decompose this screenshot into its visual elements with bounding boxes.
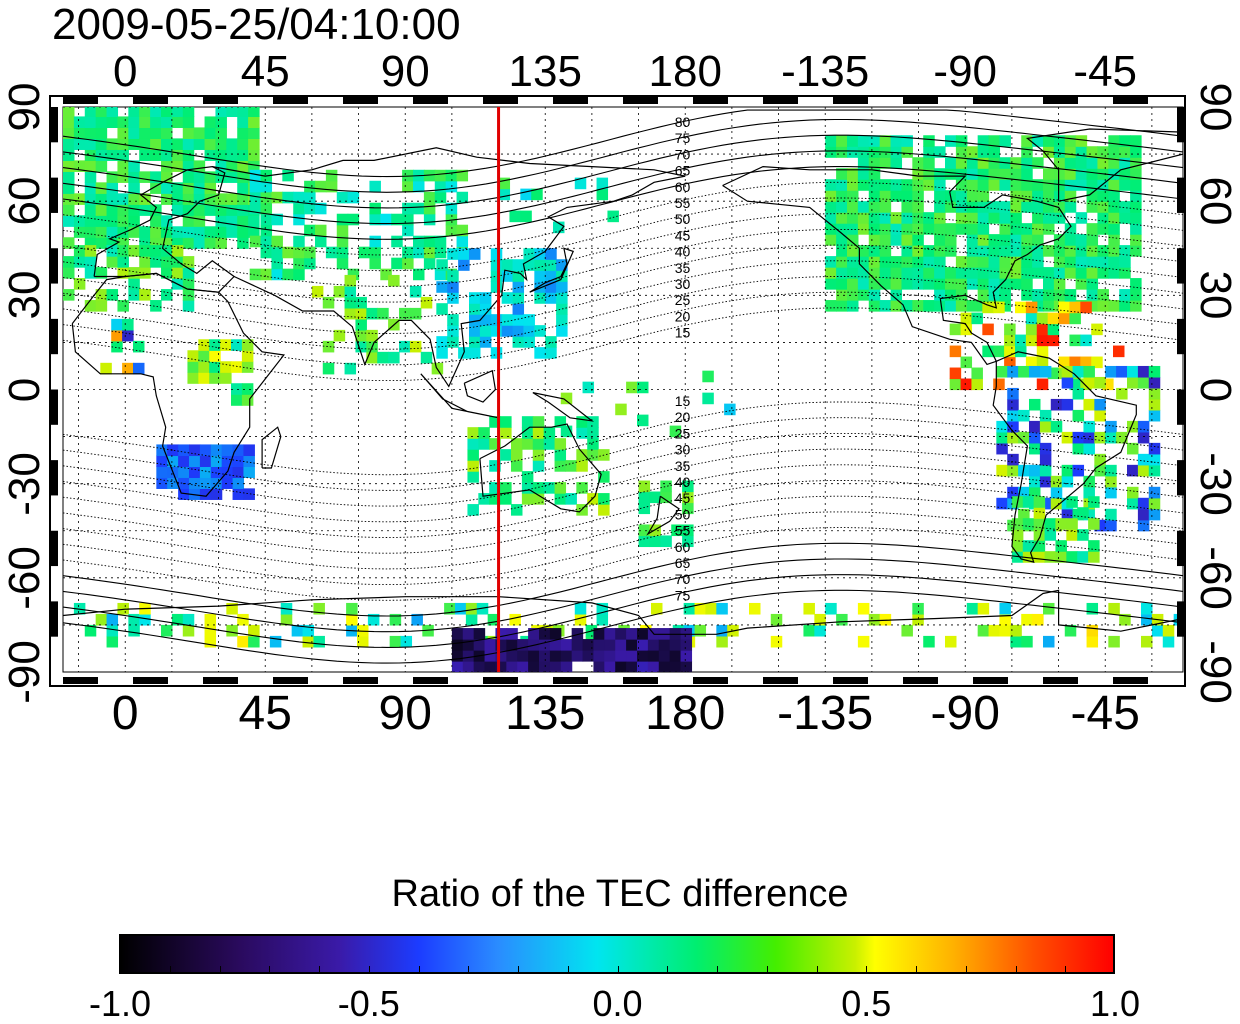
contour-labels: 8075706560555045403530252015152025303540… — [675, 114, 691, 603]
bottom-lon-tick-0: 0 — [111, 687, 139, 740]
colorbar — [119, 934, 1115, 974]
coastline-11 — [722, 165, 1072, 366]
contour-label-south-4: 35 — [675, 458, 691, 474]
contour-label-north-0: 80 — [675, 114, 691, 130]
colorbar-tick-0: -1.0 — [88, 983, 152, 1024]
contour-label-south-11: 70 — [675, 571, 691, 587]
colorbar-minor-mark — [567, 966, 569, 974]
colorbar-minor-mark — [816, 966, 818, 974]
colorbar-minor-mark — [319, 966, 320, 974]
colorbar-minor-mark — [1065, 966, 1067, 974]
contour-label-south-10: 65 — [675, 555, 691, 571]
top-lon-tick-7: -45 — [1073, 47, 1138, 96]
bottom-lon-tick-6: -90 — [930, 687, 1000, 740]
coastline-1 — [71, 272, 286, 497]
lat-lon-gridlines — [63, 107, 1183, 672]
contour-label-north-6: 50 — [675, 211, 691, 227]
contour-label-north-7: 45 — [675, 227, 691, 243]
contour-label-north-8: 40 — [675, 244, 691, 260]
coastline-6 — [479, 423, 602, 513]
coastline-5 — [529, 247, 575, 293]
colorbar-minor-mark — [1015, 966, 1017, 974]
colorbar-minor-mark — [916, 966, 917, 974]
colorbar-minor-mark — [368, 966, 370, 974]
colorbar-minor-mark — [617, 966, 619, 974]
top-lon-tick-6: -90 — [933, 47, 998, 96]
frame-tick-bars — [51, 97, 1184, 684]
contour-label-north-13: 15 — [675, 325, 691, 341]
colorbar-minor-mark — [418, 966, 420, 974]
top-lon-tick-1: 45 — [240, 47, 290, 96]
bottom-lon-tick-5: -135 — [777, 687, 874, 740]
colorbar-minor-mark — [717, 966, 718, 974]
map-timestamp-title: 2009-05-25/04:10:00 — [52, 0, 461, 49]
contour-label-north-12: 20 — [675, 308, 691, 324]
contour-label-north-11: 25 — [675, 292, 691, 308]
top-lon-tick-5: -135 — [781, 47, 870, 96]
bottom-lon-tick-1: 45 — [238, 687, 292, 740]
colorbar-tick-2: 0.0 — [592, 983, 643, 1024]
colorbar-minor-mark — [169, 966, 171, 974]
colorbar-minor-mark — [518, 966, 519, 974]
colorbar-minor-mark — [468, 966, 470, 974]
coastline-0 — [93, 165, 236, 293]
coastline-7 — [646, 495, 680, 536]
contour-label-south-9: 60 — [675, 539, 691, 555]
contour-label-south-6: 45 — [675, 490, 691, 506]
contour-label-north-2: 70 — [675, 146, 691, 162]
contour-label-south-3: 30 — [675, 442, 691, 458]
bottom-lon-tick-7: -45 — [1070, 687, 1140, 740]
colorbar-minor-mark — [667, 966, 669, 974]
colorbar-minor-mark — [965, 966, 967, 974]
contour-label-south-7: 50 — [675, 506, 691, 522]
colorbar-minor-mark — [219, 966, 221, 974]
coastline-14 — [63, 589, 1183, 635]
colorbar-tick-1: -0.5 — [337, 983, 400, 1024]
contour-label-south-2: 25 — [675, 425, 691, 441]
contour-label-south-1: 20 — [675, 409, 691, 425]
contour-label-south-8: 55 — [675, 523, 691, 539]
contour-label-south-5: 40 — [675, 474, 691, 490]
bottom-lon-tick-4: 180 — [645, 687, 726, 740]
top-lon-tick-2: 90 — [380, 47, 430, 96]
coastline-13 — [992, 351, 1137, 563]
colorbar-minor-mark — [866, 966, 868, 974]
colorbar-tick-3: 0.5 — [841, 983, 892, 1024]
colorbar-minor-mark — [269, 966, 271, 974]
coastlines — [63, 128, 1183, 635]
coastline-9 — [463, 369, 497, 403]
colorbar-title: Ratio of the TEC difference — [391, 873, 849, 915]
top-lon-tick-0: 0 — [112, 47, 138, 96]
top-lon-tick-3: 135 — [508, 47, 582, 96]
coastline-3 — [233, 175, 686, 388]
contour-label-north-5: 55 — [675, 195, 691, 211]
contour-label-north-3: 65 — [675, 163, 691, 179]
contour-label-north-9: 35 — [675, 260, 691, 276]
coastline-2 — [261, 426, 282, 469]
colorbar-tick-4: 1.0 — [1089, 983, 1141, 1024]
coastline-10 — [532, 392, 595, 422]
top-lon-tick-4: 180 — [648, 47, 722, 96]
contour-label-south-12: 75 — [675, 587, 691, 603]
bottom-lon-tick-2: 90 — [378, 687, 432, 740]
coastline-4 — [212, 147, 686, 177]
coastline-12 — [1025, 128, 1183, 202]
contour-label-north-10: 30 — [675, 276, 691, 292]
colorbar-minor-mark — [766, 966, 768, 974]
tec-data-layer — [63, 107, 1183, 672]
tec-map: 8075706560555045403530252015152025303540… — [49, 95, 1186, 687]
contour-label-north-1: 75 — [675, 130, 691, 146]
bottom-lon-tick-3: 135 — [505, 687, 586, 740]
contour-label-north-4: 60 — [675, 179, 691, 195]
contour-label-south-0: 15 — [675, 393, 691, 409]
